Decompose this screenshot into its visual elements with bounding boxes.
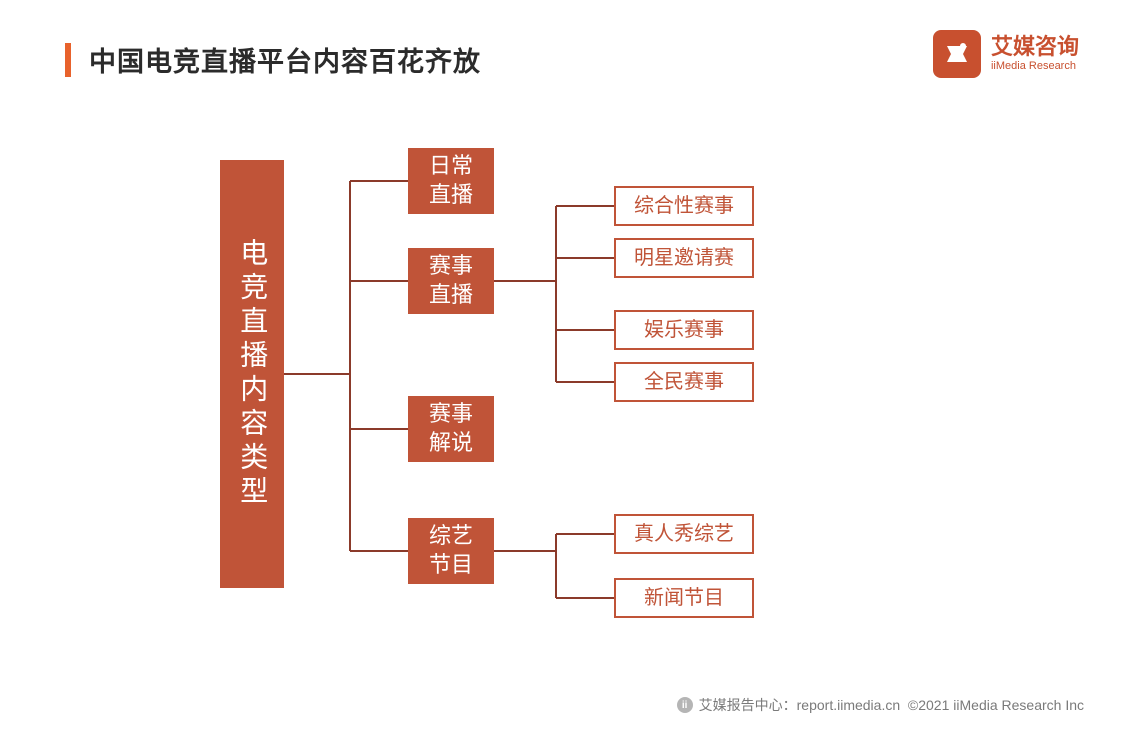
node-mass-event: 全民赛事 [614, 362, 754, 402]
page-title: 中国电竞直播平台内容百花齐放 [89, 40, 481, 79]
node-star-invite: 明星邀请赛 [614, 238, 754, 278]
footer-url: report.iimedia.cn [797, 697, 901, 713]
node-news-show: 新闻节目 [614, 578, 754, 618]
brand-logo: 艾媒咨询 iiMedia Research [933, 30, 1079, 78]
tree-connectors [200, 140, 950, 630]
footer-label: 艾媒报告中心： [699, 695, 797, 715]
node-root: 电竞直播内容类型 [220, 160, 284, 588]
node-event-stream: 赛事直播 [408, 248, 494, 314]
logo-text: 艾媒咨询 iiMedia Research [991, 36, 1079, 72]
node-daily-stream: 日常直播 [408, 148, 494, 214]
accent-bar [65, 43, 71, 77]
footer: ii 艾媒报告中心： report.iimedia.cn ©2021 iiMed… [677, 695, 1084, 715]
footer-copyright: ©2021 iiMedia Research Inc [908, 697, 1084, 713]
node-comprehensive: 综合性赛事 [614, 186, 754, 226]
node-reality-show: 真人秀综艺 [614, 514, 754, 554]
logo-icon [933, 30, 981, 78]
tree-diagram: 电竞直播内容类型 日常直播 赛事直播 赛事解说 综艺节目 综合性赛事 明星邀请赛… [200, 140, 950, 630]
node-entertainment: 娱乐赛事 [614, 310, 754, 350]
node-commentary: 赛事解说 [408, 396, 494, 462]
header: 中国电竞直播平台内容百花齐放 [65, 40, 481, 79]
footer-spacer [900, 697, 908, 713]
logo-text-en: iiMedia Research [991, 60, 1079, 72]
footer-icon: ii [677, 697, 693, 713]
node-variety: 综艺节目 [408, 518, 494, 584]
logo-text-cn: 艾媒咨询 [991, 36, 1079, 58]
